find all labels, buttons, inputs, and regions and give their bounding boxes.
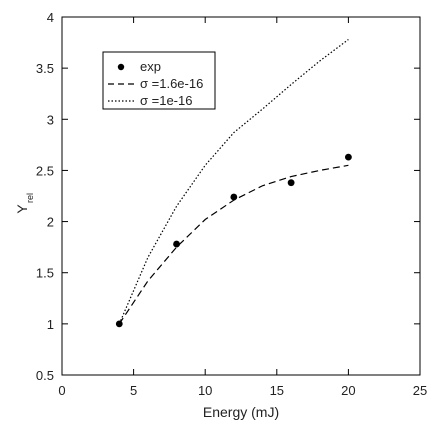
data-point-exp (345, 153, 352, 161)
x-tick-label: 5 (130, 383, 137, 398)
y-tick-label: 0.5 (36, 368, 54, 383)
legend-label-exp: exp (140, 59, 161, 74)
y-axis-title-main: Y (14, 204, 30, 214)
y-tick-label: 1 (47, 317, 54, 332)
y-tick-label: 2.5 (36, 163, 54, 178)
legend-label-sigma-1e-16: σ =1e-16 (140, 93, 192, 108)
y-tick-label: 4 (47, 10, 54, 25)
y-axis-title-sub: rel (25, 193, 35, 203)
legend-label-sigma-1.6e-16: σ =1.6e-16 (140, 76, 203, 91)
y-tick-label: 3 (47, 112, 54, 127)
legend: exp σ =1.6e-16 σ =1e-16 (102, 51, 216, 110)
x-tick-label: 15 (270, 383, 284, 398)
y-axis-title: Y rel (14, 193, 35, 214)
x-axis-title: Energy (mJ) (203, 404, 279, 420)
data-point-exp (230, 193, 238, 201)
y-axis-ticks: 0.5 1 1.5 2 2.5 3 3.5 4 (36, 10, 420, 383)
x-axis-ticks: 0 5 10 15 20 25 (58, 17, 427, 398)
legend-box (102, 51, 216, 110)
x-tick-label: 10 (198, 383, 212, 398)
y-tick-label: 2 (47, 215, 54, 230)
x-tick-label: 25 (413, 383, 427, 398)
x-tick-label: 0 (58, 383, 65, 398)
data-point-exp (287, 179, 295, 187)
y-tick-label: 3.5 (36, 61, 54, 76)
series-layer (115, 39, 352, 328)
y-tick-label: 1.5 (36, 266, 54, 281)
x-tick-label: 20 (341, 383, 355, 398)
legend-marker-exp (117, 63, 125, 71)
series-line-sigma-1e-16 (118, 39, 349, 325)
series-line-sigma-1.6e-16 (118, 164, 349, 325)
data-point-exp (173, 240, 180, 248)
